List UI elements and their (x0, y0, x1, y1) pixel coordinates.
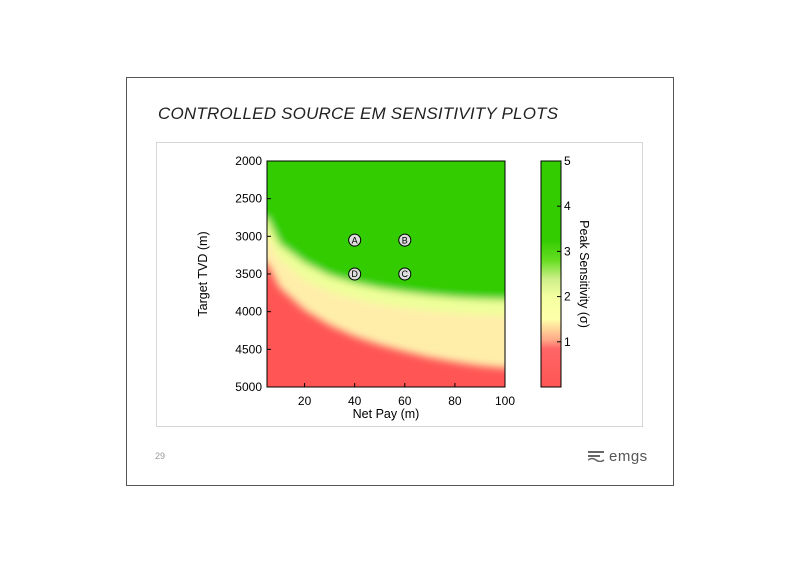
colorbar-tick-label: 1 (564, 335, 571, 349)
emgs-logo: emgs (588, 446, 648, 466)
page-number: 29 (155, 451, 166, 461)
well-marker-d: D (348, 267, 362, 281)
x-axis-label: Net Pay (m) (353, 407, 420, 421)
marker-label: B (402, 235, 408, 245)
slide-title: CONTROLLED SOURCE EM SENSITIVITY PLOTS (158, 104, 559, 123)
emgs-logo-icon (588, 451, 605, 462)
marker-circle (398, 233, 412, 247)
colorbar-tick-label: 3 (564, 244, 571, 258)
marker-circle (348, 267, 362, 281)
marker-label: D (351, 269, 358, 279)
y-tick-label: 2500 (235, 192, 262, 206)
y-tick-label: 2000 (235, 154, 262, 168)
y-tick-label: 3500 (235, 267, 262, 281)
colorbar-tick-label: 5 (564, 154, 571, 168)
heatmap-area (267, 161, 505, 387)
marker-label: A (352, 235, 358, 245)
emgs-logo-text: emgs (609, 447, 648, 465)
x-tick-label: 40 (348, 394, 362, 408)
y-tick-label: 4000 (235, 305, 262, 319)
y-axis-label: Target TVD (m) (196, 231, 210, 316)
y-tick-label: 3000 (235, 229, 262, 243)
x-tick-label: 60 (398, 394, 412, 408)
x-tick-label: 20 (298, 394, 312, 408)
colorbar-tick-label: 4 (564, 199, 571, 213)
x-tick-label: 100 (495, 394, 515, 408)
well-marker-c: C (398, 267, 412, 281)
colorbar (540, 160, 562, 388)
marker-label: C (402, 269, 409, 279)
marker-circle (398, 267, 412, 281)
marker-circle (348, 233, 362, 247)
chart-frame (156, 142, 643, 427)
y-tick-label: 4500 (235, 342, 262, 356)
colorbar-tick-label: 2 (564, 290, 571, 304)
x-tick-label: 80 (448, 394, 462, 408)
high-sensitivity-region (267, 161, 505, 300)
colorbar-label: Peak Sensitivity (σ) (577, 220, 591, 328)
y-tick-label: 5000 (235, 380, 262, 394)
well-marker-b: B (398, 233, 412, 247)
well-marker-a: A (348, 233, 362, 247)
